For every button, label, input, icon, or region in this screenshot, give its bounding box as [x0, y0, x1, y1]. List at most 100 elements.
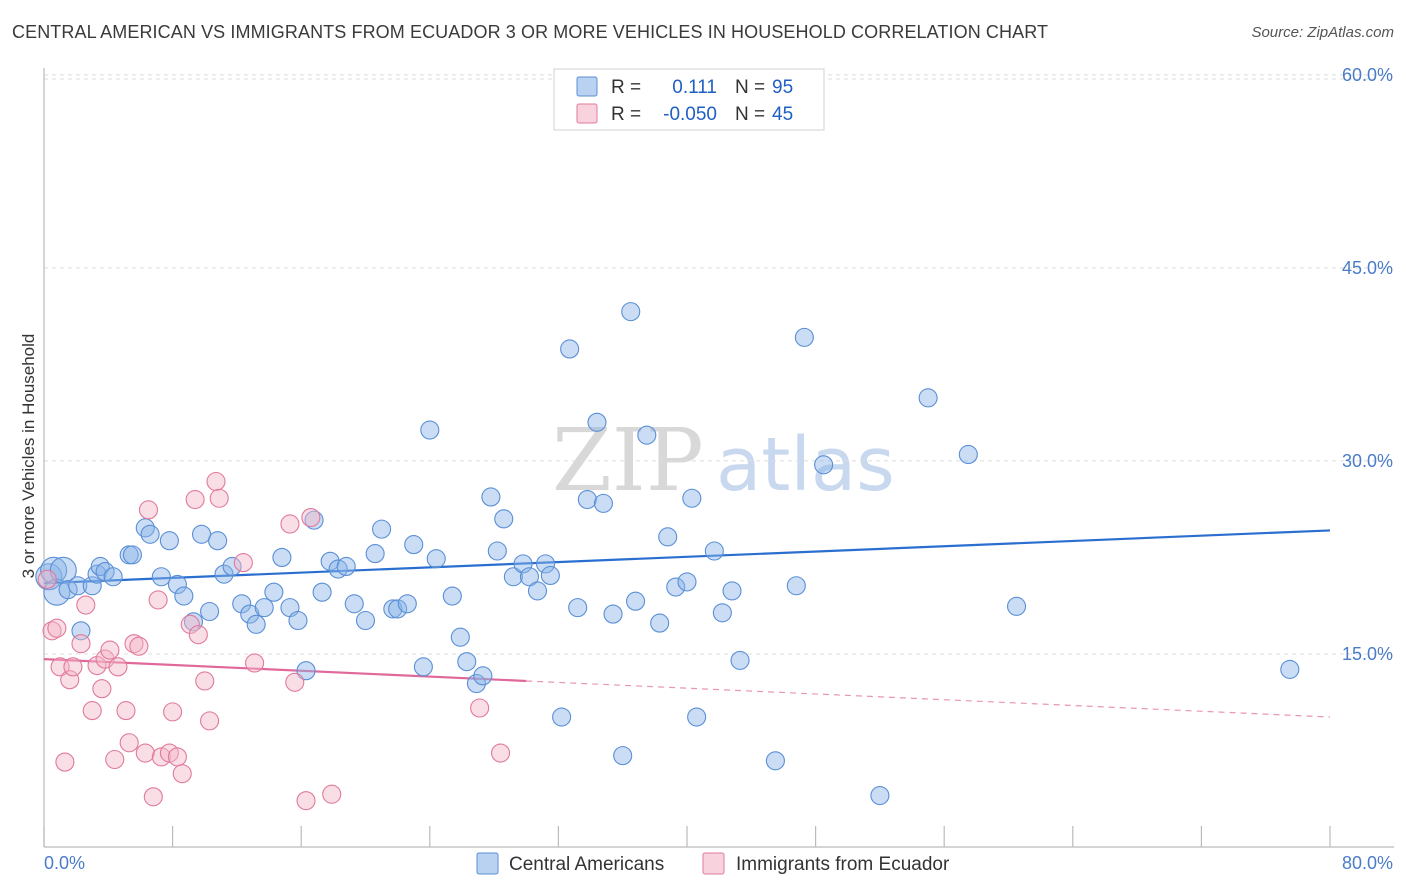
point-central-americans-17: [159, 531, 179, 551]
series-legend: Central Americans Immigrants from Ecuado…: [476, 852, 950, 875]
point-central-americans-49: [420, 420, 440, 440]
point-ecuador-34: [206, 471, 226, 492]
point-central-americans-79: [677, 572, 697, 592]
point-central-americans-19: [174, 586, 194, 606]
legend-n-label-1: N =: [735, 77, 765, 98]
point-ecuador-20: [135, 743, 155, 763]
point-ecuador-22: [143, 787, 163, 807]
point-central-americans-46: [397, 594, 417, 614]
point-central-americans-64: [540, 565, 560, 586]
point-ecuador-16: [116, 701, 136, 721]
point-central-americans-73: [621, 302, 641, 322]
point-ecuador-33: [200, 711, 220, 731]
point-ecuador-39: [285, 672, 305, 692]
point-central-americans-34: [296, 661, 316, 681]
point-central-americans-35: [304, 510, 324, 530]
point-central-americans-56: [481, 487, 501, 507]
point-ecuador-17: [119, 733, 139, 753]
point-ecuador-26: [163, 702, 183, 722]
bottom-legend-swatch-ecuador: [702, 852, 725, 875]
bottom-legend-label-central-americans: Central Americans: [509, 854, 664, 875]
point-central-americans-90: [814, 455, 834, 475]
point-ecuador-40: [296, 791, 316, 811]
point-central-americans-83: [712, 603, 732, 623]
point-central-americans-29: [254, 598, 274, 618]
point-central-americans-51: [442, 586, 462, 606]
point-central-americans-77: [658, 527, 678, 547]
y-tick-labels: 15.0% 30.0% 45.0% 60.0%: [1342, 65, 1393, 664]
legend-n-value-1: 95: [772, 77, 793, 98]
point-ecuador-2: [47, 618, 67, 638]
point-ecuador-15: [108, 657, 128, 677]
point-central-americans-54: [466, 674, 486, 694]
trend-lines: [43, 529, 1331, 718]
point-ecuador-41: [301, 507, 321, 528]
axes: [43, 68, 1394, 848]
point-central-americans-41: [355, 610, 376, 631]
point-central-americans-94: [1006, 596, 1027, 616]
point-central-americans-67: [568, 598, 588, 618]
point-ecuador-37: [245, 653, 265, 673]
point-central-americans-45: [388, 599, 408, 619]
point-central-americans-78: [666, 577, 686, 597]
point-ecuador-27: [167, 747, 187, 767]
point-ecuador-23: [148, 590, 168, 610]
point-ecuador-14: [105, 749, 125, 770]
legend-swatch-central-americans: [576, 76, 598, 97]
legend-n-value-2: 45: [772, 104, 793, 125]
point-ecuador-35: [209, 488, 229, 508]
point-central-americans-47: [404, 535, 424, 555]
legend-swatch-ecuador: [576, 103, 598, 124]
point-central-americans-25: [222, 556, 242, 576]
point-central-americans-53: [457, 652, 477, 672]
x-tick-label-max: 80.0%: [1342, 853, 1393, 873]
point-ecuador-0: [37, 569, 57, 589]
point-central-americans-5: [68, 576, 88, 596]
point-ecuador-28: [172, 764, 192, 784]
point-ecuador-8: [76, 595, 96, 615]
point-central-americans-20: [183, 612, 204, 632]
point-central-americans-88: [786, 576, 806, 596]
point-central-americans-16: [151, 567, 171, 587]
point-central-americans-76: [650, 613, 670, 633]
point-central-americans-74: [626, 591, 646, 611]
trend-line-central-americans: [43, 529, 1331, 585]
point-central-americans-68: [577, 489, 597, 510]
point-central-americans-48: [413, 657, 433, 677]
point-central-americans-63: [535, 554, 556, 574]
point-central-americans-7: [82, 576, 102, 596]
point-central-americans-65: [552, 707, 572, 727]
point-ecuador-30: [185, 489, 205, 510]
point-ecuador-38: [280, 514, 300, 534]
point-central-americans-81: [687, 707, 707, 727]
point-central-americans-40: [344, 594, 364, 614]
point-central-americans-26: [232, 594, 252, 614]
point-central-americans-28: [246, 614, 266, 634]
point-central-americans-42: [365, 544, 385, 564]
x-tick-label-min: 0.0%: [44, 853, 85, 873]
y-tick-label-3: 60.0%: [1342, 65, 1393, 85]
point-ecuador-19: [129, 636, 149, 656]
point-central-americans-95: [1280, 659, 1300, 679]
y-axis-label: 3 or more Vehicles in Household: [19, 334, 38, 579]
point-central-americans-38: [328, 559, 348, 579]
source-label: Source: ZipAtlas.com: [1251, 24, 1394, 41]
point-ecuador-10: [87, 655, 107, 676]
y-tick-label-2: 45.0%: [1342, 258, 1393, 278]
y-tick-label-0: 15.0%: [1342, 644, 1393, 664]
point-ecuador-31: [188, 625, 208, 645]
point-central-americans-87: [765, 751, 785, 771]
point-ecuador-11: [92, 679, 112, 699]
point-ecuador-44: [490, 743, 511, 763]
point-central-americans-92: [918, 388, 938, 408]
point-central-americans-11: [103, 567, 123, 587]
point-central-americans-30: [264, 582, 284, 602]
point-central-americans-55: [473, 666, 493, 686]
point-central-americans-23: [208, 531, 228, 551]
trend-line-ecuador-extension: [526, 680, 1331, 718]
point-central-americans-62: [527, 581, 548, 601]
point-central-americans-52: [450, 627, 470, 647]
point-ecuador-4: [55, 752, 75, 772]
stats-legend-box: [553, 68, 825, 131]
